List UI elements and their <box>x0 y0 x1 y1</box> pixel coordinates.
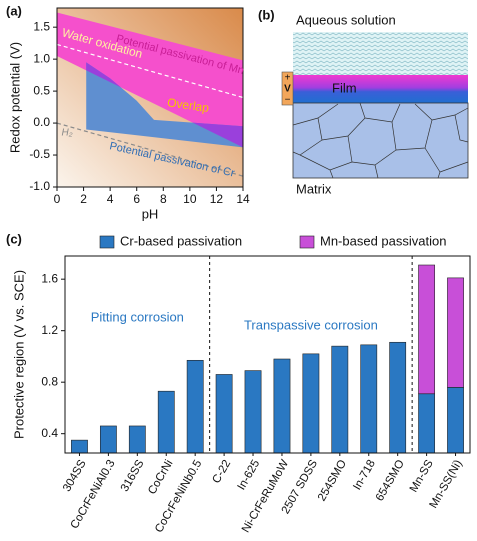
legend-label: Mn-based passivation <box>320 233 446 248</box>
bar-segment <box>273 358 291 453</box>
panel-label: (a) <box>6 3 22 18</box>
x-tick-label: 14 <box>236 192 250 206</box>
y-tick-label: 1.2 <box>41 323 58 337</box>
y-tick-label: -0.5 <box>29 147 50 161</box>
solution-label: Aqueous solution <box>296 12 396 27</box>
x-tick-label: In-718 <box>351 458 378 492</box>
bar-segment <box>99 425 117 453</box>
y-tick-label: 1.6 <box>41 271 58 285</box>
matrix <box>292 102 469 179</box>
region <box>57 12 243 148</box>
legend-swatch <box>299 235 315 249</box>
x-tick-label: 10 <box>183 192 197 206</box>
matrix-label: Matrix <box>296 181 332 196</box>
x-tick-label: 8 <box>160 192 167 206</box>
bars <box>71 264 464 453</box>
bar-segment <box>389 341 407 453</box>
plus: + <box>285 73 291 84</box>
y-tick-label: 0.5 <box>33 83 50 97</box>
panel-label: (c) <box>6 231 22 246</box>
y-tick-label: 0.0 <box>33 115 50 129</box>
y-tick-label: 1.0 <box>33 51 50 65</box>
voltage: V <box>284 84 291 95</box>
bar-segment <box>71 439 88 453</box>
x-tick-label: 0 <box>54 192 61 206</box>
legend-label: Cr-based passivation <box>120 233 242 248</box>
x-tick-label: In-625 <box>236 458 263 492</box>
plot-area <box>57 12 243 177</box>
plot-frame <box>56 7 244 188</box>
x-tick-label: CoCrNi <box>146 458 175 497</box>
panel-label: (b) <box>258 7 275 22</box>
plot-frame <box>64 255 471 454</box>
y-axis-label: Redox potential (V) <box>7 42 22 153</box>
x-tick-label: 254SMO <box>316 458 349 503</box>
grain-boundaries <box>292 102 469 179</box>
x-tick-label: 12 <box>210 192 224 206</box>
solution <box>293 32 468 75</box>
bar-segment <box>447 277 464 388</box>
minus: − <box>285 95 291 106</box>
bar-segment <box>186 359 204 453</box>
bar-segment <box>244 370 262 453</box>
group-label: Pitting corrosion <box>91 309 184 324</box>
bar-segment <box>447 387 464 453</box>
annotation: Overlap <box>166 95 210 115</box>
y-axis-label: Protective region (V vs. SCE) <box>11 270 26 439</box>
bar-segment <box>360 344 378 453</box>
bar-segment <box>157 390 175 453</box>
y-tick-label: 0.4 <box>41 426 58 440</box>
x-tick-label: Mn-SS <box>408 458 436 495</box>
bar-segment <box>128 425 146 453</box>
bar-segment <box>418 264 436 395</box>
bar-segment <box>331 345 349 453</box>
bar-segment <box>302 353 320 453</box>
x-axis-label: pH <box>142 206 159 221</box>
bar-segment <box>418 393 436 453</box>
schematic: (b) Aqueous solution Film Matrix + V − <box>258 7 469 196</box>
x-tick-label: 654SMO <box>374 458 407 503</box>
x-tick-label: C-22 <box>210 458 233 486</box>
bar-segment <box>215 374 233 453</box>
x-tick-label: 316SS <box>119 458 147 494</box>
x-tick-label: 304SS <box>61 458 89 494</box>
reference-line <box>57 43 243 99</box>
x-tick-label: 6 <box>133 192 140 206</box>
voltage-source <box>281 71 294 106</box>
film-label: Film <box>332 80 357 95</box>
legend-swatch <box>99 235 115 249</box>
film <box>293 75 468 103</box>
group-label: Transpassive corrosion <box>244 317 378 332</box>
annotation: H₂ <box>61 128 72 139</box>
y-tick-label: 1.5 <box>33 19 50 33</box>
reference-line <box>57 122 243 177</box>
x-tick-label: 4 <box>107 192 114 206</box>
y-tick-label: -1.0 <box>29 179 50 193</box>
x-tick-label: 2 <box>80 192 87 206</box>
y-tick-label: 0.8 <box>41 374 58 388</box>
